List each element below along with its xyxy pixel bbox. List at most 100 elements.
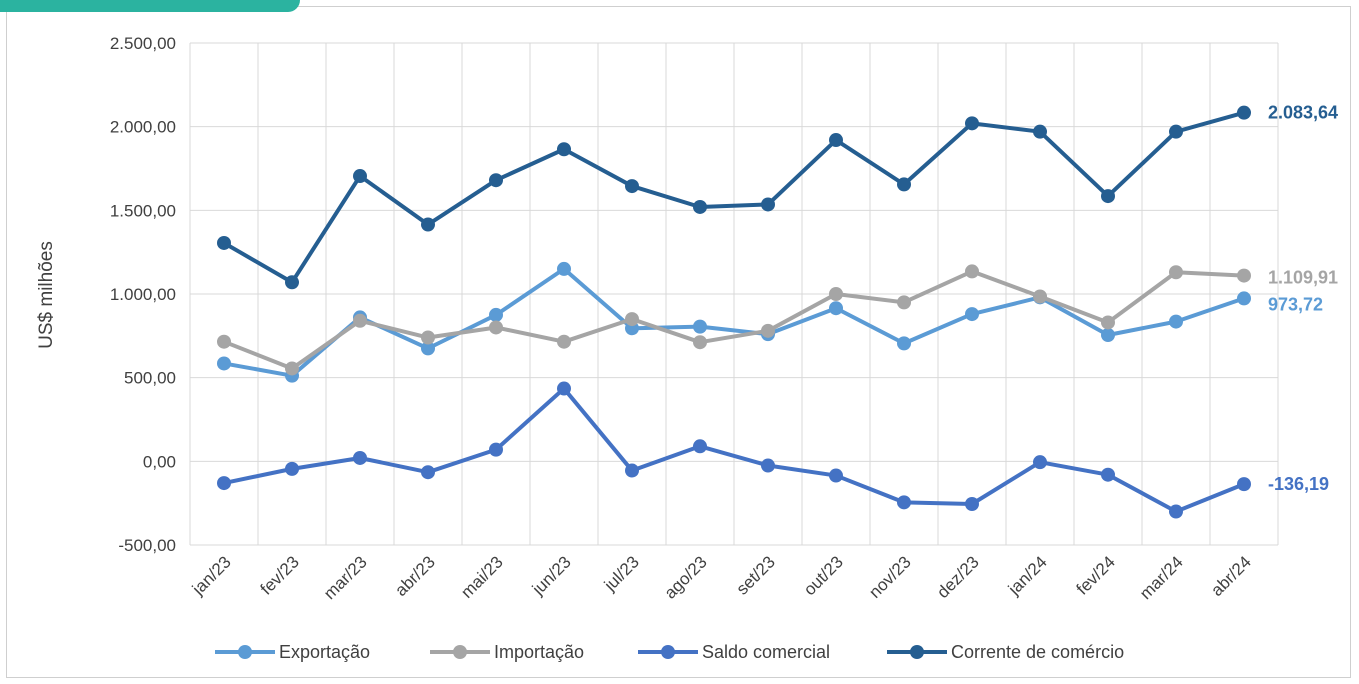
x-tick-label: set/23 xyxy=(733,552,779,598)
data-point xyxy=(285,275,299,290)
series-line xyxy=(223,386,1245,514)
x-tick-label: dez/23 xyxy=(933,552,983,602)
data-point xyxy=(217,356,231,371)
series-line xyxy=(223,269,1245,371)
legend-label: Saldo comercial xyxy=(702,642,830,662)
data-point xyxy=(965,116,979,131)
series-line xyxy=(222,110,1245,285)
series-group xyxy=(217,105,1251,519)
x-tick-label: jan/24 xyxy=(1004,552,1051,599)
legend-label: Exportação xyxy=(279,642,370,662)
grid xyxy=(189,42,1279,546)
data-point xyxy=(693,335,707,350)
data-point xyxy=(829,133,843,148)
data-point xyxy=(625,179,639,194)
data-point xyxy=(353,169,367,184)
end-value-label: 1.109,91 xyxy=(1268,268,1338,288)
data-point xyxy=(1237,477,1251,492)
data-point xyxy=(489,320,503,335)
x-tick-label: nov/23 xyxy=(865,552,915,602)
legend-label: Corrente de comércio xyxy=(951,642,1124,662)
y-tick-label: 500,00 xyxy=(124,369,176,388)
data-point xyxy=(217,476,231,491)
data-point xyxy=(421,330,435,345)
x-tick-label: abr/23 xyxy=(391,552,439,600)
x-tick-label: abr/24 xyxy=(1207,552,1255,600)
data-point xyxy=(1033,455,1047,470)
data-point xyxy=(489,307,503,322)
data-point xyxy=(1237,268,1251,283)
x-tick-label: fev/23 xyxy=(257,552,303,598)
data-point xyxy=(693,319,707,334)
y-tick-label: 1.000,00 xyxy=(110,285,176,304)
data-point xyxy=(761,323,775,338)
data-point xyxy=(1101,467,1115,482)
y-tick-label: 2.000,00 xyxy=(110,118,176,137)
x-tick-label: jan/23 xyxy=(188,552,235,599)
legend-swatch-marker xyxy=(453,645,467,659)
x-tick-label: jun/23 xyxy=(528,552,575,599)
x-axis-ticks: jan/23 fev/23 mar/23 abr/23 mai/23 jun/23 jul/… xyxy=(188,552,1255,603)
data-point xyxy=(693,199,707,214)
data-point xyxy=(693,439,707,454)
data-point xyxy=(285,361,299,376)
legend-swatch-marker xyxy=(661,645,675,659)
end-value-label: 2.083,64 xyxy=(1268,103,1338,123)
data-point xyxy=(489,173,503,188)
series-line xyxy=(223,266,1245,378)
data-point xyxy=(897,295,911,310)
data-point xyxy=(897,495,911,510)
y-axis-label: US$ milhões xyxy=(36,241,57,349)
chart-frame xyxy=(6,6,1351,678)
data-point xyxy=(1237,105,1251,120)
legend-label: Importação xyxy=(494,642,584,662)
data-point xyxy=(829,301,843,316)
data-point xyxy=(761,458,775,473)
data-point xyxy=(217,334,231,349)
data-point xyxy=(217,235,231,250)
data-point xyxy=(625,312,639,327)
end-labels: 973,72 1.109,91 -136,19 2.083,64 xyxy=(1268,103,1338,494)
x-tick-label: jul/23 xyxy=(600,552,643,595)
data-point xyxy=(1101,189,1115,204)
data-point xyxy=(1101,315,1115,330)
end-value-label: -136,19 xyxy=(1268,474,1329,494)
y-tick-label: -500,00 xyxy=(118,536,176,555)
data-point xyxy=(557,261,571,276)
x-tick-label: mai/23 xyxy=(457,552,507,602)
data-point xyxy=(829,287,843,301)
data-point xyxy=(965,497,979,512)
x-tick-label: mar/23 xyxy=(320,552,371,603)
y-tick-label: 1.500,00 xyxy=(110,201,176,220)
x-tick-label: mar/24 xyxy=(1136,552,1187,603)
data-point xyxy=(965,307,979,322)
end-value-label: 973,72 xyxy=(1268,294,1323,314)
x-tick-label: fev/24 xyxy=(1073,552,1119,598)
data-point xyxy=(557,142,571,157)
data-point xyxy=(489,442,503,457)
data-point xyxy=(557,334,571,349)
x-tick-label: out/23 xyxy=(800,552,847,599)
y-axis-ticks: -500,00 0,00 500,00 1.000,00 1.500,00 2.000,0… xyxy=(110,34,176,555)
data-point xyxy=(353,450,367,465)
data-point xyxy=(897,336,911,351)
data-point xyxy=(965,264,979,279)
data-point xyxy=(761,197,775,212)
data-point xyxy=(1033,289,1047,304)
data-point xyxy=(1169,314,1183,329)
legend-swatch-marker xyxy=(910,645,924,659)
data-point xyxy=(1101,327,1115,342)
data-point xyxy=(829,468,843,483)
y-tick-label: 0,00 xyxy=(143,452,176,471)
data-point xyxy=(1237,291,1251,306)
data-point xyxy=(353,313,367,328)
data-point xyxy=(557,381,571,396)
data-point xyxy=(625,463,639,478)
legend: Exportação Importação Saldo comercial Corre… xyxy=(215,642,1124,662)
data-point xyxy=(1169,504,1183,519)
data-point xyxy=(285,461,299,476)
legend-swatch-marker xyxy=(238,645,252,659)
x-tick-label: ago/23 xyxy=(661,552,711,602)
data-point xyxy=(897,177,911,192)
